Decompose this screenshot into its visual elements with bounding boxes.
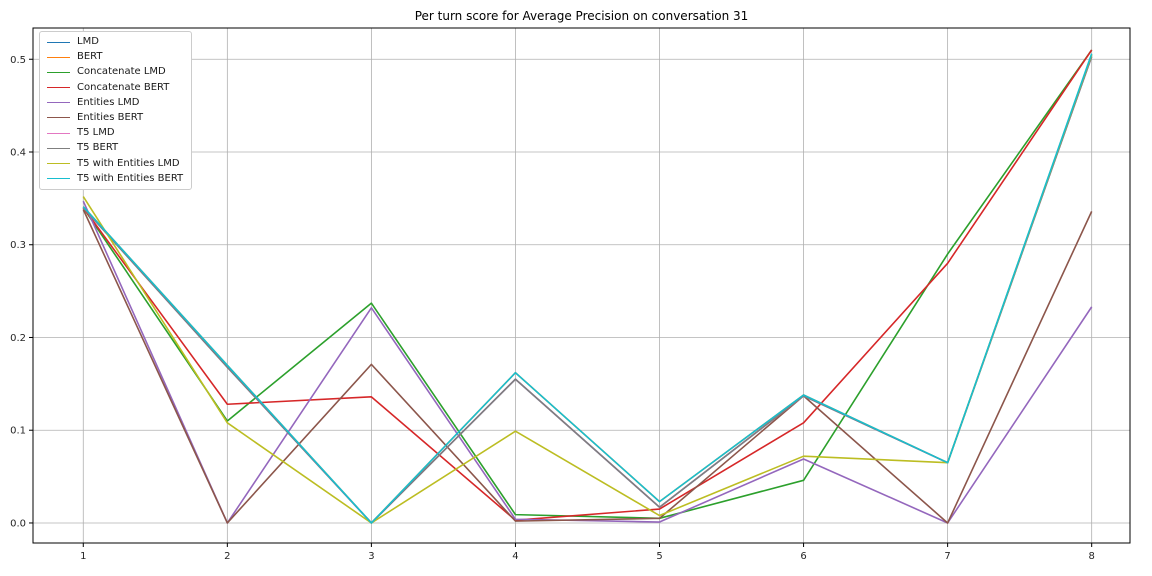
legend-label: LMD [77,36,99,47]
legend-label: BERT [77,51,103,63]
x-tick-label: 7 [944,551,950,562]
legend-line-swatch-icon [47,117,70,119]
legend-label: T5 LMD [77,127,115,139]
legend-item: T5 with Entities BERT [47,173,183,185]
legend-line-swatch-icon [47,56,70,58]
x-tick-label: 5 [656,551,662,562]
series-line-4 [82,200,1093,524]
x-tick-label: 4 [512,551,518,562]
legend-item: BERT [47,51,183,63]
legend-item: T5 BERT [47,142,183,154]
legend-label: Concatenate BERT [77,81,170,93]
plot-area [33,28,1130,543]
legend-label: T5 with Entities LMD [77,157,180,169]
legend-item: Entities BERT [47,112,183,124]
legend-line-swatch-icon [47,147,70,149]
legend-item: Concatenate LMD [47,66,183,78]
legend-item: Concatenate BERT [47,82,183,94]
series-line-8 [82,54,1093,524]
legend-label: Entities LMD [77,96,140,108]
x-tick-label: 3 [368,551,374,562]
legend-line-swatch-icon [47,87,70,89]
y-tick-label: 0.2 [10,333,26,344]
x-tick-label: 6 [800,551,806,562]
legend: LMD BERT Concatenate LMD Concatenate BERT En… [39,31,193,190]
legend-item: T5 with Entities LMD [47,158,183,170]
legend-line-swatch-icon [47,178,70,180]
series-line-5 [82,209,1093,524]
legend-line-swatch-icon [47,41,70,43]
legend-item: Entities LMD [47,97,183,109]
legend-line-swatch-icon [47,71,70,73]
y-tick-label: 0.5 [10,55,26,66]
y-tick-label: 0.1 [10,426,26,437]
legend-label: T5 BERT [77,142,119,154]
legend-line-swatch-icon [47,163,70,164]
series-line-2 [82,49,1093,520]
legend-item: T5 LMD [47,127,183,139]
chart-title: Per turn score for Average Precision on … [414,9,749,23]
legend-line-swatch-icon [47,132,70,134]
x-tick-label: 1 [80,551,86,562]
legend-label: Entities BERT [77,111,144,123]
legend-item: LMD [47,36,183,48]
legend-label: T5 with Entities BERT [77,172,184,184]
axes-spines [32,27,1131,544]
legend-line-swatch-icon [47,102,70,104]
y-tick-label: 0.4 [10,147,26,158]
y-tick-label: 0.3 [10,240,26,251]
series-line-3 [82,49,1093,521]
y-tick-label: 0.0 [10,518,26,529]
x-tick-label: 8 [1088,551,1094,562]
legend-label: Concatenate LMD [77,66,166,78]
series-line-9 [82,53,1093,524]
x-tick-label: 2 [224,551,230,562]
